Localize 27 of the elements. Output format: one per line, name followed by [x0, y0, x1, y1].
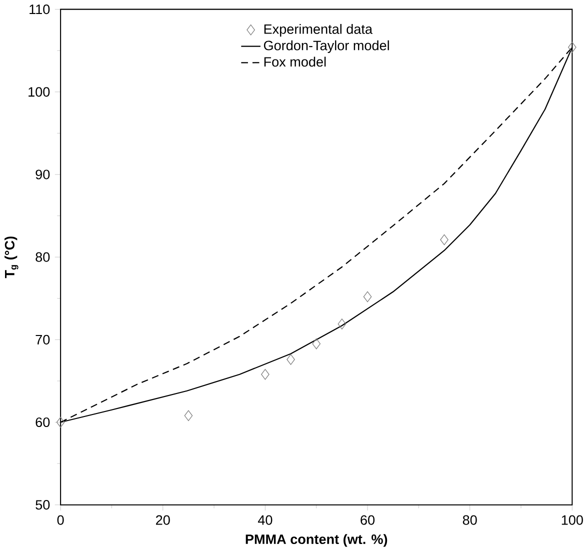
y-tick-label: 100 [28, 86, 50, 97]
point [184, 410, 193, 421]
y-tick-label: 70 [36, 334, 50, 344]
y-tick-label: 90 [36, 170, 50, 180]
x-axis-title: PMMA content (wt. %) [246, 534, 388, 547]
y-tick-label: 60 [36, 417, 50, 427]
x-tick-label: 100 [562, 515, 583, 525]
point [261, 368, 270, 380]
legend-label: Experimental data [264, 24, 373, 36]
point [56, 416, 65, 428]
y-tick-label: 110 [30, 4, 50, 14]
x-tick-label: 60 [360, 515, 375, 525]
point [363, 291, 372, 302]
x-tick-label: 0 [57, 515, 64, 525]
point [286, 354, 295, 365]
legend-label: Fox model [264, 56, 326, 67]
y-tick-label: 80 [36, 252, 50, 262]
text: T$_{g}$ (°C) [4, 236, 18, 278]
point [440, 234, 448, 246]
point [338, 318, 346, 330]
y-tick-label: 50 [36, 500, 50, 510]
point [568, 42, 576, 53]
point [312, 338, 321, 350]
x-tick-label: 20 [156, 515, 170, 525]
x-tick-label: 40 [258, 515, 272, 525]
x-tick-label: 80 [462, 515, 477, 525]
legend-label: Gordon-Taylor model [264, 40, 389, 53]
